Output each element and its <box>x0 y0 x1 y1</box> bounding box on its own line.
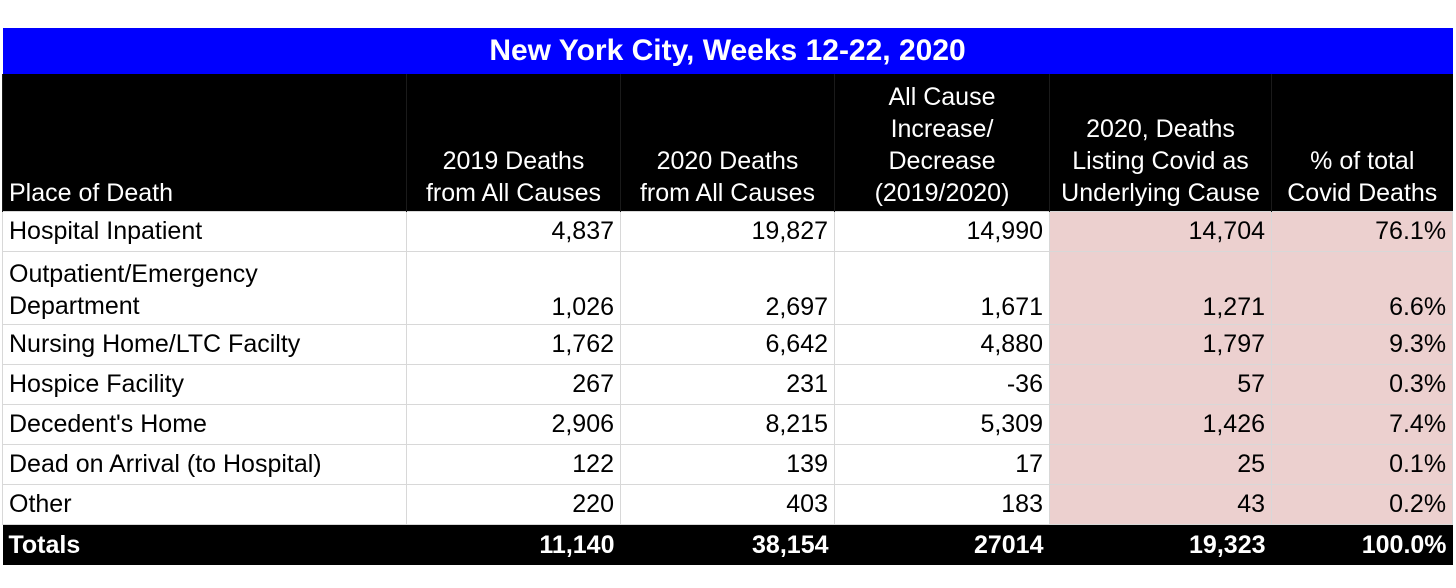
covid-deaths-cell: 1,426 <box>1049 404 1272 445</box>
deaths-table: New York City, Weeks 12-22, 2020 Place o… <box>2 28 1454 565</box>
place-cell: Other <box>2 484 407 525</box>
covid-deaths-cell: 43 <box>1049 484 1272 525</box>
covid-deaths-cell: 1,797 <box>1049 324 1272 365</box>
deaths-2020-cell: 403 <box>620 484 835 525</box>
totals-2020-cell: 38,154 <box>620 524 835 565</box>
deaths-2019-cell: 267 <box>406 364 621 405</box>
change-cell: 17 <box>834 444 1050 485</box>
change-cell: 5,309 <box>834 404 1050 445</box>
totals-change-cell: 27014 <box>834 524 1050 565</box>
table-row: Hospital Inpatient 4,837 19,827 14,990 1… <box>2 211 1454 252</box>
header-covid-deaths: 2020, Deaths Listing Covid as Underlying… <box>1049 74 1272 212</box>
table-row: Hospice Facility 267 231 -36 57 0.3% <box>2 364 1454 405</box>
deaths-2019-cell: 1,762 <box>406 324 621 365</box>
change-cell: 1,671 <box>834 251 1050 325</box>
place-cell: Hospice Facility <box>2 364 407 405</box>
table-row: Outpatient/Emergency Department 1,026 2,… <box>2 251 1454 325</box>
table-row: Decedent's Home 2,906 8,215 5,309 1,426 … <box>2 404 1454 445</box>
covid-deaths-cell: 1,271 <box>1049 251 1272 325</box>
title-row: New York City, Weeks 12-22, 2020 <box>2 28 1453 74</box>
covid-deaths-cell: 14,704 <box>1049 211 1272 252</box>
deaths-2020-cell: 19,827 <box>620 211 835 252</box>
change-cell: 14,990 <box>834 211 1050 252</box>
header-2020-deaths: 2020 Deaths from All Causes <box>620 74 835 212</box>
totals-pct-cell: 100.0% <box>1271 524 1453 565</box>
place-cell: Outpatient/Emergency Department <box>2 251 407 325</box>
place-cell: Decedent's Home <box>2 404 407 445</box>
deaths-2020-cell: 6,642 <box>620 324 835 365</box>
header-pct-covid: % of total Covid Deaths <box>1270 74 1453 212</box>
change-cell: 4,880 <box>834 324 1050 365</box>
place-cell: Dead on Arrival (to Hospital) <box>2 444 407 485</box>
header-2019-deaths: 2019 Deaths from All Causes <box>406 74 621 212</box>
covid-deaths-cell: 57 <box>1049 364 1272 405</box>
deaths-2020-cell: 8,215 <box>620 404 835 445</box>
deaths-2019-cell: 1,026 <box>406 251 621 325</box>
table-title: New York City, Weeks 12-22, 2020 <box>2 28 1453 74</box>
deaths-2019-cell: 4,837 <box>406 211 621 252</box>
deaths-2020-cell: 139 <box>620 444 835 485</box>
deaths-2020-cell: 231 <box>620 364 835 405</box>
pct-covid-cell: 0.1% <box>1270 444 1454 485</box>
pct-covid-cell: 76.1% <box>1270 211 1454 252</box>
table-row: Nursing Home/LTC Facilty 1,762 6,642 4,8… <box>2 324 1454 365</box>
change-cell: 183 <box>834 484 1050 525</box>
place-cell: Hospital Inpatient <box>2 211 407 252</box>
pct-covid-cell: 9.3% <box>1270 324 1454 365</box>
change-cell: -36 <box>834 364 1050 405</box>
pct-covid-cell: 0.3% <box>1270 364 1454 405</box>
deaths-table-container: New York City, Weeks 12-22, 2020 Place o… <box>2 28 1454 565</box>
totals-label: Totals <box>2 524 407 565</box>
deaths-2019-cell: 220 <box>406 484 621 525</box>
pct-covid-cell: 0.2% <box>1270 484 1454 525</box>
totals-covid-cell: 19,323 <box>1049 524 1272 565</box>
table-row: Other 220 403 183 43 0.2% <box>2 484 1454 525</box>
covid-deaths-cell: 25 <box>1049 444 1272 485</box>
header-row: Place of Death 2019 Deaths from All Caus… <box>2 74 1453 212</box>
totals-row: Totals 11,140 38,154 27014 19,323 100.0% <box>2 524 1453 565</box>
header-place-of-death: Place of Death <box>2 74 407 212</box>
deaths-2019-cell: 2,906 <box>406 404 621 445</box>
deaths-2020-cell: 2,697 <box>620 251 835 325</box>
pct-covid-cell: 7.4% <box>1270 404 1454 445</box>
place-cell: Nursing Home/LTC Facilty <box>2 324 407 365</box>
totals-2019-cell: 11,140 <box>406 524 621 565</box>
table-row: Dead on Arrival (to Hospital) 122 139 17… <box>2 444 1454 485</box>
deaths-2019-cell: 122 <box>406 444 621 485</box>
pct-covid-cell: 6.6% <box>1270 251 1454 325</box>
header-change: All Cause Increase/ Decrease (2019/2020) <box>834 74 1050 212</box>
